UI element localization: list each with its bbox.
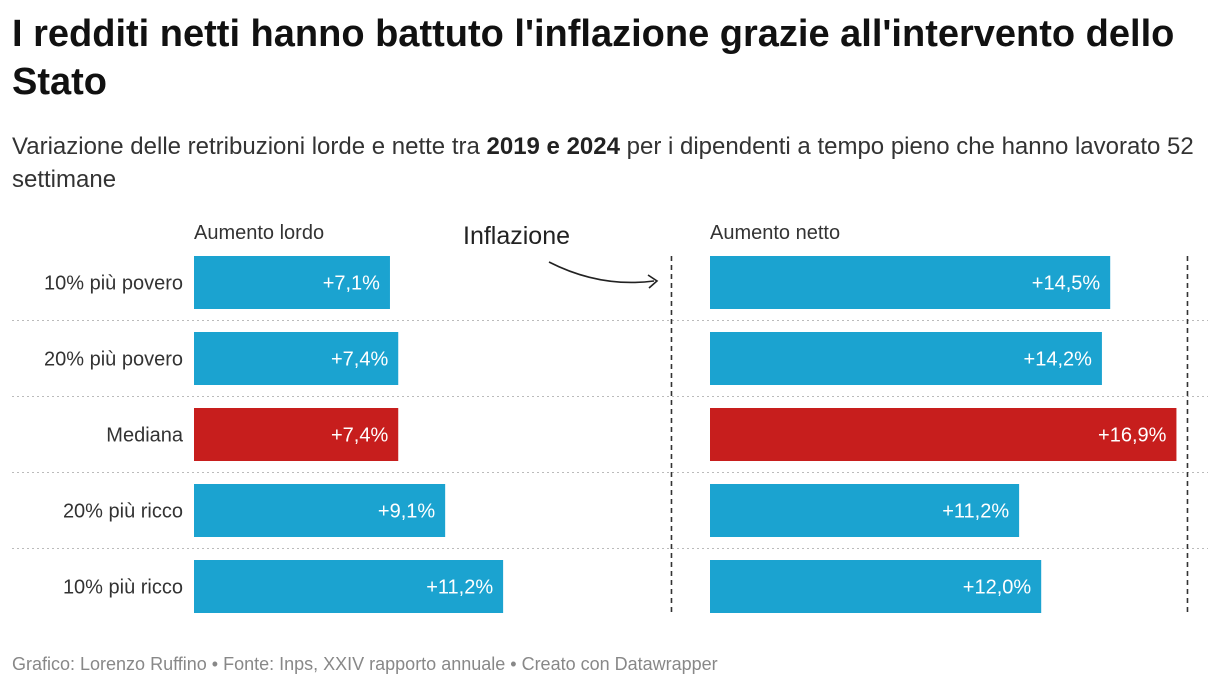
subtitle-bold-years: 2019 e 2024 bbox=[486, 133, 620, 160]
row-label: 10% più povero bbox=[44, 273, 183, 295]
bar-value-label: +7,4% bbox=[331, 425, 388, 447]
bar bbox=[710, 256, 1111, 309]
row-label: 10% più ricco bbox=[63, 577, 183, 599]
subtitle-text: Variazione delle retribuzioni lorde e ne… bbox=[12, 133, 487, 160]
bar-chart-panels: 10% più povero 20% più povero Mediana 20% p… bbox=[12, 222, 1208, 614]
row-label: 20% più ricco bbox=[63, 501, 183, 523]
annotation-arrow bbox=[548, 261, 655, 284]
bar-value-label: +11,2% bbox=[426, 577, 493, 599]
bar-value-label: +11,2% bbox=[942, 501, 1009, 523]
bar bbox=[194, 484, 446, 537]
bar bbox=[710, 560, 1042, 613]
bar bbox=[710, 408, 1177, 461]
bar-value-label: +7,4% bbox=[331, 349, 388, 371]
bar bbox=[194, 560, 504, 613]
bar bbox=[710, 484, 1020, 537]
bar bbox=[194, 332, 399, 385]
bar-value-label: +7,1% bbox=[323, 273, 380, 295]
annotation-arrowhead bbox=[647, 274, 659, 289]
bar-value-label: +14,5% bbox=[1032, 273, 1101, 295]
panel-title: Aumento lordo bbox=[194, 222, 324, 244]
bar-value-label: +9,1% bbox=[378, 501, 435, 523]
bar-value-label: +12,0% bbox=[963, 577, 1032, 599]
chart-footer: Grafico: Lorenzo Ruffino • Fonte: Inps, … bbox=[12, 654, 718, 674]
row-label: Mediana bbox=[106, 425, 184, 447]
bar bbox=[194, 256, 390, 309]
panel-title: Aumento netto bbox=[710, 222, 840, 244]
inflation-annotation-label: Inflazione bbox=[463, 222, 570, 250]
bar-value-label: +14,2% bbox=[1024, 349, 1093, 371]
row-label: 20% più povero bbox=[44, 349, 183, 371]
chart-title: I redditi netti hanno battuto l'inflazio… bbox=[12, 13, 1175, 103]
bar-value-label: +16,9% bbox=[1098, 425, 1167, 447]
bar bbox=[194, 408, 399, 461]
bar bbox=[710, 332, 1102, 385]
subtitle-text-end: per i dipendenti a tempo pieno che hanno… bbox=[12, 133, 1194, 193]
chart-subtitle: Variazione delle retribuzioni lorde e ne… bbox=[12, 130, 1207, 196]
